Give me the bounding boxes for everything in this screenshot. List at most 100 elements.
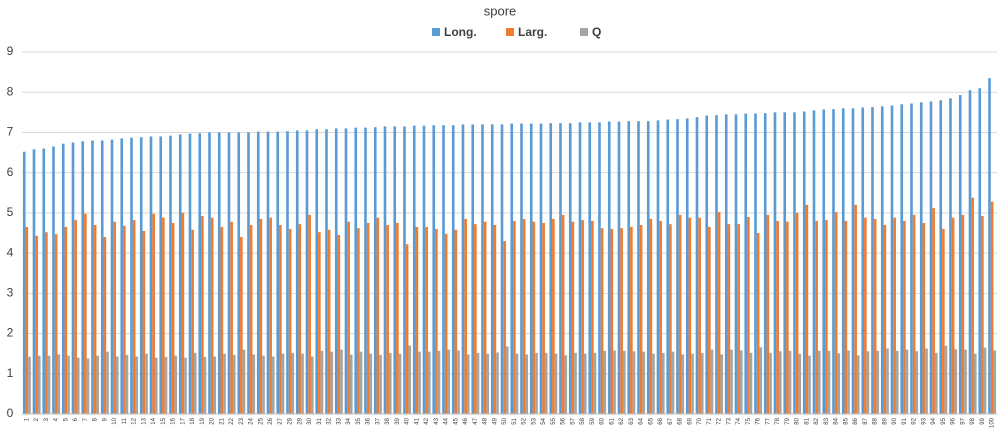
bar: [763, 113, 767, 414]
bar: [425, 226, 428, 414]
x-tick-label: 7: [83, 417, 89, 421]
bar: [454, 229, 458, 414]
bar: [288, 228, 292, 414]
bar: [145, 353, 148, 414]
bar: [96, 355, 100, 414]
bar: [981, 216, 984, 414]
x-tick-label: 19: [200, 417, 206, 424]
legend-swatch: [432, 28, 440, 36]
bar: [32, 149, 36, 415]
x-tick-label: 50: [502, 417, 508, 424]
bar: [61, 143, 65, 414]
x-tick-label: 4: [54, 417, 60, 421]
bar: [905, 349, 909, 414]
bar: [951, 217, 955, 414]
bar: [347, 221, 350, 414]
x-tick-label: 74: [736, 417, 742, 424]
bar: [383, 126, 387, 415]
bar: [188, 133, 192, 414]
x-tick-label: 11: [122, 417, 128, 424]
bar: [42, 148, 46, 415]
bar: [971, 197, 974, 414]
bar: [793, 112, 796, 414]
chart-title: spore: [484, 3, 517, 18]
bar: [942, 228, 945, 414]
bar: [688, 217, 692, 414]
x-tick-label: 59: [590, 417, 596, 424]
y-tick-label: 0: [7, 406, 14, 420]
bar: [886, 348, 889, 414]
bar: [149, 136, 153, 414]
bar: [64, 226, 68, 414]
bar: [788, 350, 792, 414]
bar: [561, 214, 565, 414]
bar: [598, 122, 601, 414]
bar: [162, 217, 165, 414]
x-tick-label: 43: [434, 417, 440, 424]
bar: [861, 107, 865, 415]
bar: [198, 133, 202, 414]
bar: [622, 350, 626, 414]
bar: [295, 130, 299, 414]
bar: [958, 95, 962, 414]
bar: [164, 356, 168, 414]
x-tick-label: 85: [843, 417, 849, 424]
x-tick-label: 26: [268, 417, 274, 424]
x-tick-label: 1: [24, 417, 30, 421]
x-tick-label: 3: [44, 417, 50, 421]
bar: [815, 220, 818, 414]
x-tick-label: 54: [541, 417, 547, 424]
bar: [695, 117, 699, 414]
bar: [880, 106, 884, 415]
bar: [591, 220, 594, 414]
bar: [366, 222, 370, 414]
bar: [505, 346, 509, 414]
bar: [620, 228, 623, 414]
bar: [700, 352, 704, 414]
bar: [22, 151, 26, 415]
x-tick-label: 86: [853, 417, 859, 424]
bar: [135, 356, 139, 414]
x-tick-label: 87: [863, 417, 869, 424]
bar: [808, 355, 811, 414]
bar: [100, 140, 104, 414]
x-tick-label: 2: [34, 417, 40, 421]
bar: [522, 218, 526, 414]
bar: [47, 355, 51, 414]
bar: [603, 350, 607, 414]
bar: [866, 351, 870, 414]
bar: [432, 125, 436, 415]
bar: [349, 354, 353, 414]
bar: [568, 123, 572, 415]
x-tick-label: 6: [73, 417, 79, 421]
bar: [130, 137, 133, 414]
bar: [895, 350, 899, 414]
bar: [610, 228, 614, 414]
bar: [461, 124, 465, 415]
x-tick-label: 60: [600, 417, 606, 424]
bar: [856, 355, 860, 414]
x-tick-label: 98: [970, 417, 976, 424]
bar: [503, 241, 506, 414]
bar: [201, 216, 204, 414]
bar: [578, 122, 582, 414]
x-tick-label: 35: [356, 417, 362, 424]
x-tick-label: 92: [912, 417, 918, 424]
bar: [464, 218, 467, 414]
bar: [822, 109, 826, 415]
bar: [724, 114, 728, 414]
x-tick-label: 81: [804, 417, 810, 424]
bar: [142, 230, 146, 414]
bar: [262, 355, 265, 414]
bar: [266, 131, 270, 414]
bar: [103, 237, 107, 414]
bar: [544, 352, 548, 414]
bar: [301, 353, 304, 414]
bar: [191, 229, 194, 414]
bar: [925, 348, 928, 414]
x-tick-label: 28: [288, 417, 294, 424]
bar: [132, 220, 136, 414]
bar: [393, 126, 397, 415]
bar: [354, 127, 358, 415]
bar: [422, 125, 426, 415]
